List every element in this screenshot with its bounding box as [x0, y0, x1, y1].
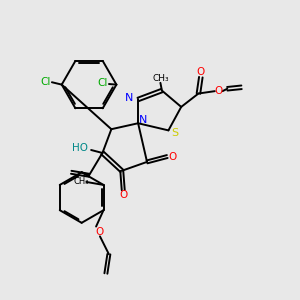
Text: N: N — [139, 115, 148, 125]
Text: S: S — [171, 128, 178, 138]
Text: CH₃: CH₃ — [74, 178, 89, 187]
Text: O: O — [215, 86, 223, 96]
Text: O: O — [197, 67, 205, 77]
Text: O: O — [96, 226, 104, 237]
Text: CH₃: CH₃ — [152, 74, 169, 82]
Text: Cl: Cl — [40, 76, 51, 87]
Text: N: N — [125, 93, 134, 103]
Text: O: O — [119, 190, 128, 200]
Text: Cl: Cl — [98, 78, 108, 88]
Text: HO: HO — [72, 142, 88, 153]
Text: O: O — [169, 152, 177, 161]
